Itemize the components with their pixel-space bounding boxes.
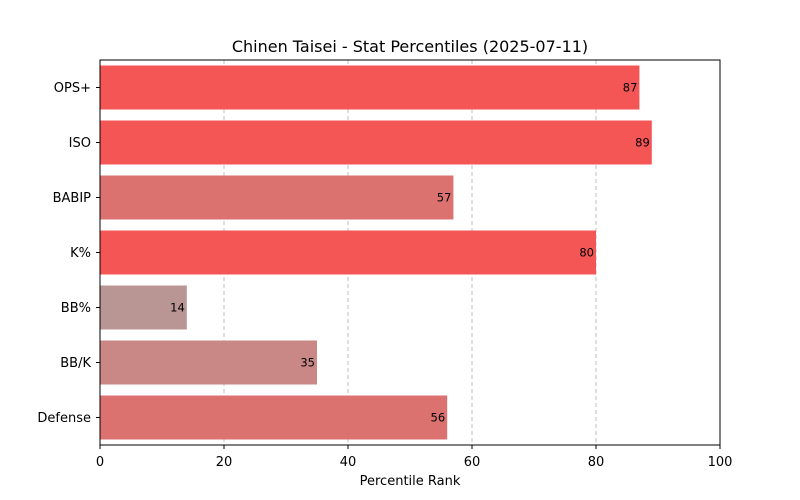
data-label: 57 (437, 191, 452, 205)
bars: 87 89 57 80 14 35 56 (100, 65, 652, 440)
x-tick-label: 20 (216, 455, 233, 470)
y-tick-label: OPS+ (54, 81, 91, 96)
bar-defense (100, 395, 448, 440)
data-label: 80 (579, 246, 594, 260)
bar-babip (100, 175, 454, 220)
data-label: 14 (170, 301, 185, 315)
y-tick-label: ISO (69, 136, 91, 151)
bar-bb- (100, 285, 187, 330)
data-label: 35 (300, 356, 315, 370)
x-tick-label: 100 (708, 455, 733, 470)
y-tick-label: BABIP (53, 191, 92, 206)
bar-bb-k (100, 340, 317, 385)
x-tick-label: 40 (340, 455, 357, 470)
y-tick-label: BB/K (60, 356, 91, 371)
bar-k- (100, 230, 596, 275)
axes: OPS+ ISO BABIP K% BB% BB/K Defense 0 20 40 60 80 100 (37, 81, 732, 470)
x-tick-label: 80 (588, 455, 605, 470)
data-label: 87 (623, 81, 638, 95)
x-axis-label: Percentile Rank (360, 474, 461, 489)
data-label: 89 (635, 136, 650, 150)
data-label: 56 (431, 411, 446, 425)
bar-iso (100, 120, 652, 165)
x-tick-label: 60 (464, 455, 481, 470)
bar-ops- (100, 65, 640, 110)
y-tick-label: Defense (37, 411, 91, 426)
y-tick-label: BB% (61, 301, 91, 316)
chart-title: Chinen Taisei - Stat Percentiles (2025-0… (232, 37, 588, 56)
x-tick-label: 0 (96, 455, 104, 470)
y-tick-label: K% (70, 246, 91, 261)
